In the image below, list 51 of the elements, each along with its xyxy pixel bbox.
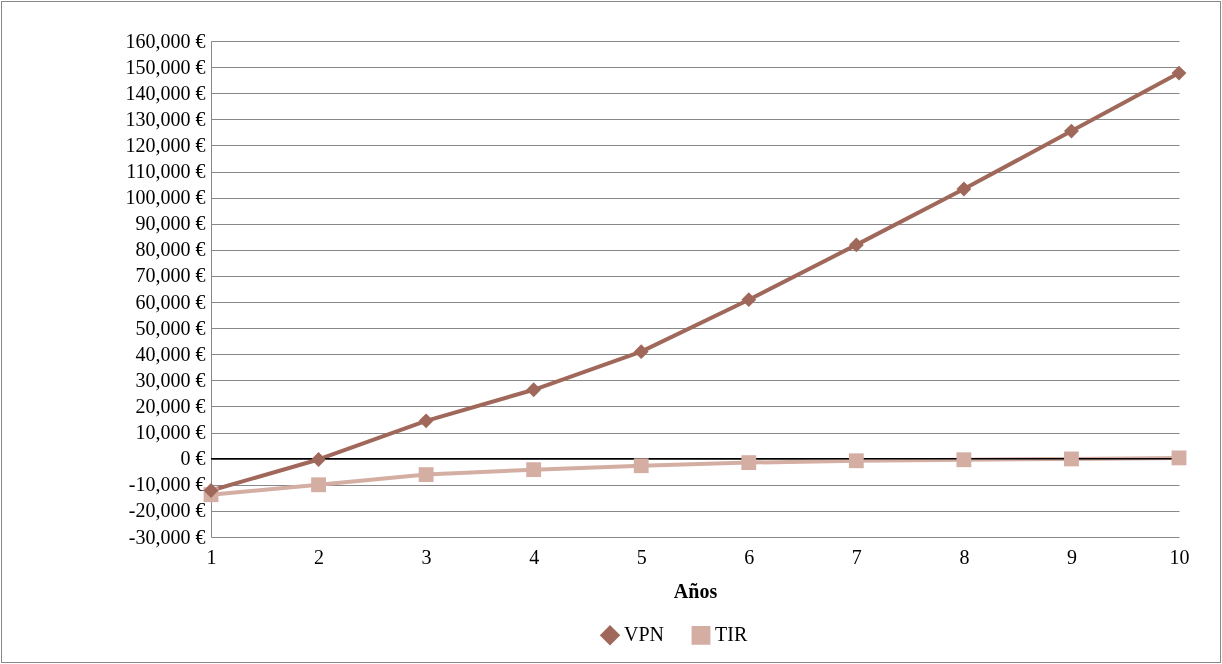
y-tick-label: 30,000 € [135,368,206,391]
x-tick-label: 1 [206,545,217,568]
point [741,292,757,308]
y-tick-label: -20,000 € [128,499,206,522]
x-tick-label: 6 [744,545,755,568]
point [956,452,972,468]
point [418,413,434,429]
x-tick-label: 9 [1066,545,1077,568]
point [526,382,542,398]
point [848,453,864,469]
y-tick-label: -30,000 € [128,525,206,548]
y-tick-label: 20,000 € [135,394,206,417]
y-tick-label: 150,000 € [125,55,206,78]
x-tick-label: 5 [636,545,647,568]
y-tick-label: 100,000 € [125,186,206,209]
y-tick-label: 130,000 € [125,107,206,130]
y-tick-label: 40,000 € [135,342,206,365]
y-tick-label: 60,000 € [135,290,206,313]
x-axis-title: Años [673,579,718,602]
x-tick-label: 8 [959,545,970,568]
y-tick-label: 50,000 € [135,316,206,339]
x-tick-label: 2 [314,545,325,568]
point [1064,451,1079,467]
point [1171,450,1187,466]
y-tick-label: 70,000 € [135,264,206,287]
x-tick-label: 4 [529,545,540,568]
y-tick-label: 120,000 € [125,133,206,156]
point [526,462,542,478]
x-tick-label: 7 [851,545,862,568]
point [1171,65,1187,81]
x-tick-label: 3 [421,545,432,568]
point [848,237,864,253]
y-tick-label: 90,000 € [135,212,206,235]
y-tick-label: 110,000 € [126,160,206,183]
legend-label: TIR [715,623,748,646]
y-tick-label: 80,000 € [135,238,206,261]
point [741,455,757,471]
point [311,452,326,467]
point [418,467,434,483]
point [633,344,649,360]
y-tick-label: 10,000 € [135,421,206,444]
y-tick-label: 140,000 € [125,81,206,104]
point [311,477,326,493]
y-tick-label: -10,000 € [128,473,206,496]
point [956,181,972,197]
y-tick-label: 160,000 € [125,29,206,52]
legend-label: VPN [624,623,665,646]
x-tick-label: 10 [1169,545,1190,568]
point [1064,123,1079,139]
point [633,458,649,474]
y-tick-label: 0 € [180,447,206,470]
